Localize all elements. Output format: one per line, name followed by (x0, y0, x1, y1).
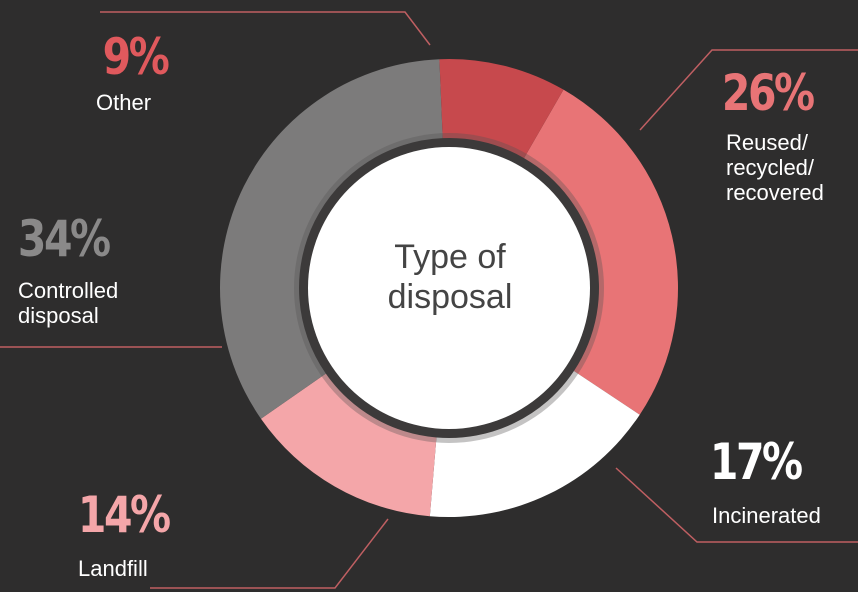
category-label-controlled-disposal: Controlled disposal (18, 278, 119, 328)
category-label-reused: Reused/ recycled/ recovered (726, 130, 824, 205)
percent-label-controlled-disposal: 34% (17, 210, 111, 268)
percent-label-landfill: 14% (77, 486, 171, 544)
leader-line-reused (639, 49, 858, 131)
leader-line-other (100, 11, 431, 46)
leader-lines (0, 11, 858, 589)
center-title: Type of disposal (387, 238, 513, 316)
percent-label-incinerated: 17% (709, 433, 803, 491)
slice-landfill (260, 373, 437, 517)
leader-line-landfill (150, 518, 389, 589)
slice-reused (524, 89, 678, 415)
slice-other (439, 58, 564, 159)
category-label-landfill: Landfill (78, 556, 148, 581)
slice-incinerated (429, 371, 640, 517)
center-disc (308, 147, 590, 429)
donut-slices (220, 58, 678, 517)
percent-label-reused: 26% (721, 64, 815, 122)
percent-label-other: 9% (102, 28, 170, 86)
slice-controlled-disposal (220, 59, 443, 419)
category-label-incinerated: Incinerated (712, 503, 821, 528)
leader-line-incinerated (615, 467, 858, 543)
category-label-other: Other (96, 90, 152, 115)
